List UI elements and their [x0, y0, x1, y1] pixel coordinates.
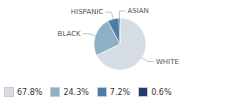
html-text:7.2%: 7.2%	[109, 87, 131, 97]
svg-text:BLACK: BLACK	[58, 30, 81, 38]
svg-text:WHITE: WHITE	[156, 58, 179, 66]
html-text:67.8%: 67.8%	[17, 87, 43, 97]
html-text:24.3%: 24.3%	[63, 87, 89, 97]
svg-text:ASIAN: ASIAN	[127, 7, 148, 15]
svg-text:HISPANIC: HISPANIC	[71, 8, 104, 16]
html-text:0.6%: 0.6%	[151, 87, 172, 97]
